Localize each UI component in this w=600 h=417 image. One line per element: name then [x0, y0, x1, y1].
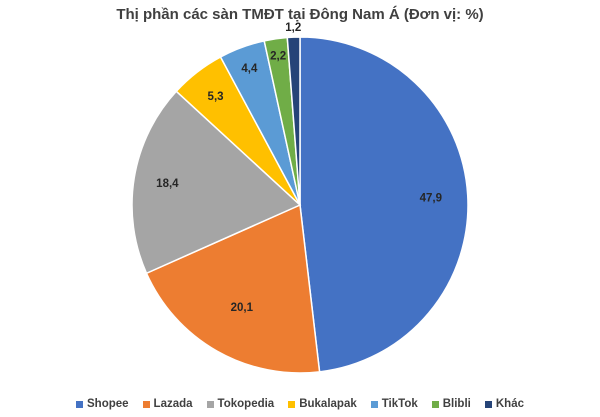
- legend-swatch: [431, 400, 439, 408]
- pie-slice-khác: [286, 36, 301, 206]
- data-label-lazada: 20,1: [231, 302, 254, 314]
- data-label-khác: 1,2: [285, 22, 301, 34]
- legend-swatch: [206, 400, 214, 408]
- legend-label: Lazada: [153, 398, 193, 410]
- pie-slice-shopee: [299, 36, 469, 373]
- legend-item-tiktok: TikTok: [370, 398, 418, 410]
- data-label-shopee: 47,9: [420, 192, 442, 204]
- data-label-bukalapak: 5,3: [208, 91, 224, 103]
- legend-label: Tokopedia: [217, 398, 275, 410]
- legend-item-blibli: Blibli: [431, 398, 471, 410]
- legend-item-tokopedia: Tokopedia: [206, 398, 275, 410]
- legend-swatch: [370, 400, 378, 408]
- legend-label: Shopee: [87, 398, 129, 410]
- data-label-blibli: 2,2: [270, 50, 286, 62]
- data-label-tiktok: 4,4: [241, 63, 258, 75]
- data-label-tokopedia: 18,4: [156, 178, 179, 190]
- pie-slice-tokopedia: [131, 90, 302, 275]
- legend-swatch: [76, 400, 83, 408]
- legend-label: Khác: [495, 398, 524, 410]
- legend-label: Blibli: [442, 398, 471, 410]
- legend-swatch: [142, 400, 150, 408]
- pie-slice-lazada: [145, 203, 321, 374]
- legend-item-lazada: Lazada: [142, 398, 193, 410]
- legend-swatch: [484, 400, 492, 408]
- legend-label: TikTok: [381, 398, 418, 410]
- legend-swatch: [288, 400, 296, 408]
- legend: Shopee Lazada Tokopedia Bukalapak TikTok Blib…: [0, 398, 600, 410]
- chart-title: Thị phần các sàn TMĐT tại Đông Nam Á (Đơ…: [116, 6, 484, 23]
- legend-item-shopee: Shopee: [76, 398, 129, 410]
- legend-label: Bukalapak: [299, 398, 357, 410]
- legend-item-khác: Khác: [484, 398, 524, 410]
- legend-item-bukalapak: Bukalapak: [288, 398, 357, 410]
